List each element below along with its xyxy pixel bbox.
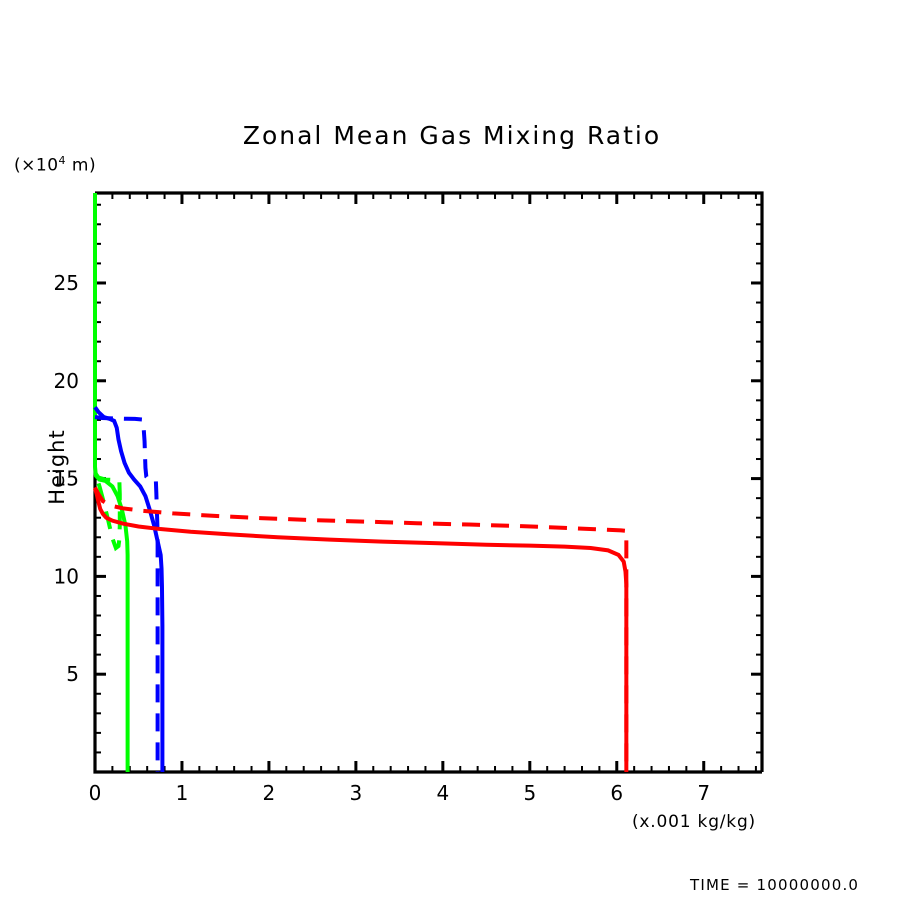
x-tick-label: 2 — [263, 781, 276, 805]
x-tick-label: 6 — [610, 781, 623, 805]
x-tick-label: 7 — [697, 781, 710, 805]
data-series-red-solid — [93, 487, 629, 772]
x-tick-label: 4 — [436, 781, 449, 805]
x-axis-unit-label: (x.001 kg/kg) — [632, 812, 756, 832]
y-tick-label: 25 — [54, 271, 79, 295]
tick-label-layer: 0 1 2 3 4 5 6 7 5 10 15 20 25 — [54, 271, 711, 805]
y-axis-unit-exponent: 4 — [58, 154, 67, 167]
x-tick-label: 5 — [523, 781, 536, 805]
y-axis-unit-label: (×104 m) — [14, 154, 96, 176]
series-layer — [93, 193, 629, 772]
y-axis-unit-base: (×10 — [14, 155, 59, 176]
y-tick-label: 20 — [54, 369, 79, 393]
y-tick-label: 5 — [66, 662, 79, 686]
data-series-red-dashed — [93, 486, 629, 772]
y-tick-label: 10 — [54, 564, 79, 588]
x-tick-label: 1 — [176, 781, 189, 805]
time-annotation: TIME = 10000000.0 — [690, 876, 860, 894]
x-tick-label: 3 — [350, 781, 363, 805]
data-series-blue-dashed — [94, 414, 160, 772]
data-series-blue-solid — [93, 406, 165, 772]
chart-title: Zonal Mean Gas Mixing Ratio — [242, 121, 662, 150]
y-axis-unit-tail: m) — [66, 155, 97, 176]
axes-layer — [93, 191, 764, 774]
x-tick-label: 0 — [89, 781, 102, 805]
y-tick-label: 15 — [54, 467, 79, 491]
data-series-green-solid — [93, 193, 130, 772]
